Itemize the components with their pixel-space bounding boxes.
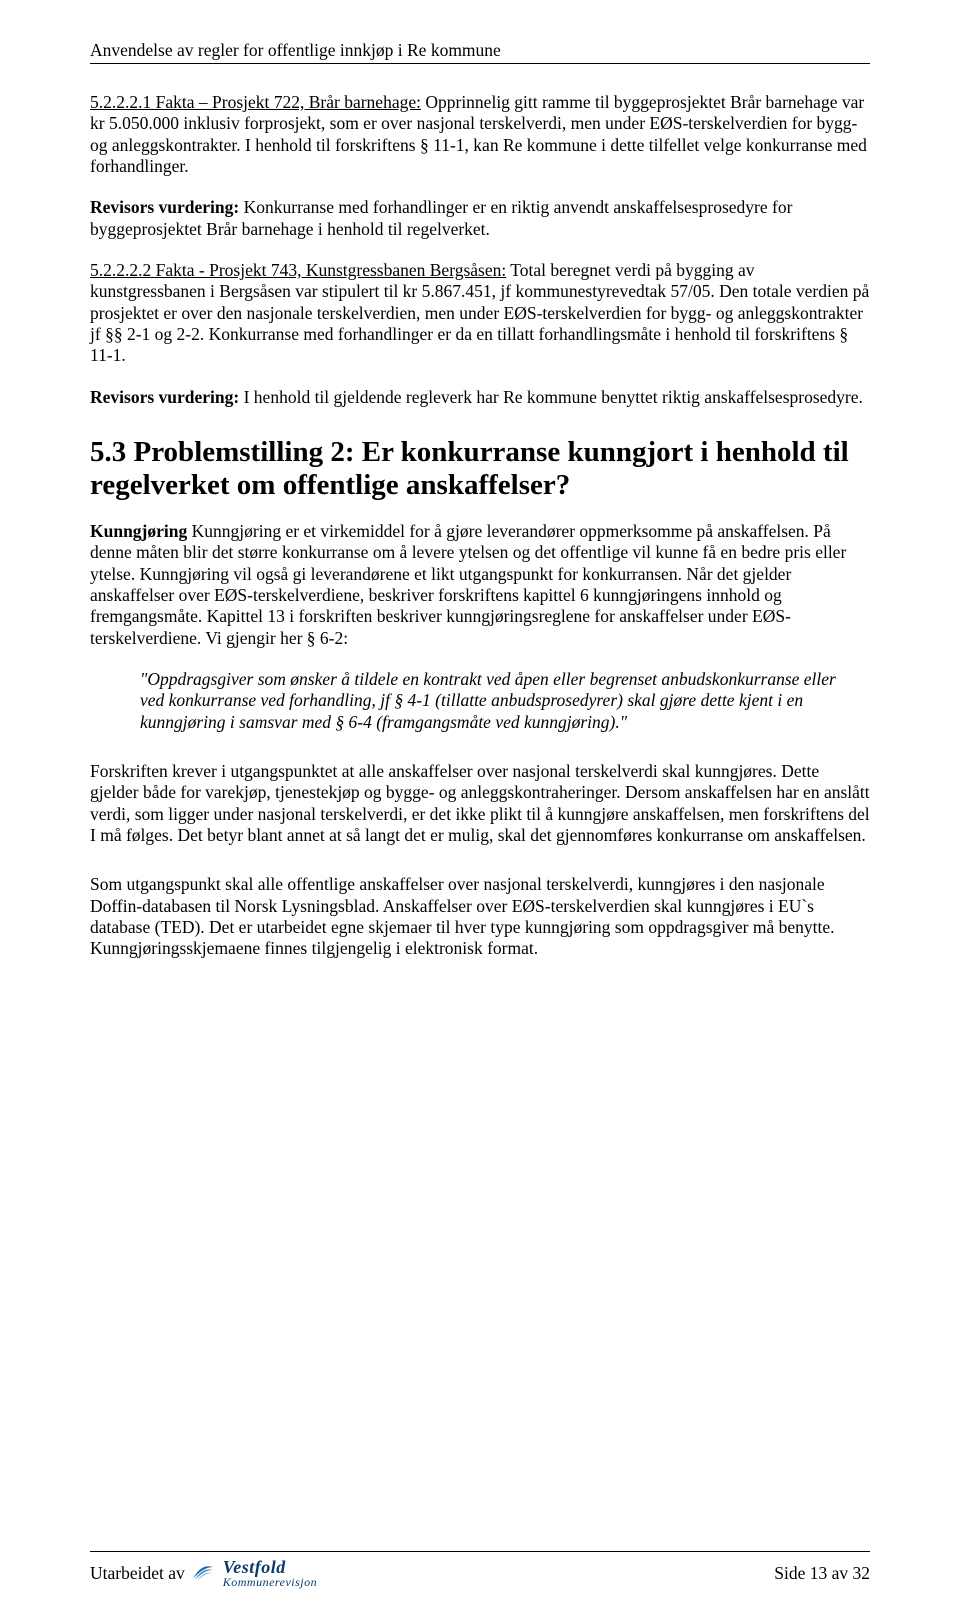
section-52221-runin: 5.2.2.2.1 Fakta – Prosjekt 722, Brår bar… bbox=[90, 92, 421, 112]
footer-logo-top: Vestfold bbox=[223, 1558, 286, 1576]
footer-logo-bottom: Kommunerevisjon bbox=[223, 1576, 317, 1588]
revisor-2-label: Revisors vurdering: bbox=[90, 387, 239, 407]
section-52222-runin: 5.2.2.2.2 Fakta - Prosjekt 743, Kunstgre… bbox=[90, 260, 506, 280]
para-s6: Forskriften krever i utgangspunktet at a… bbox=[90, 761, 870, 846]
kunngjoring-section: Kunngjøring Kunngjøring er et virkemidde… bbox=[90, 521, 870, 649]
page-footer: Utarbeidet av Vestfold Kommunerevisjon S… bbox=[90, 1551, 870, 1588]
para-s7: Som utgangspunkt skal alle offentlige an… bbox=[90, 874, 870, 959]
heading-5-3: 5.3 Problemstilling 2: Er konkurranse ku… bbox=[90, 436, 870, 503]
section-52221: 5.2.2.2.1 Fakta – Prosjekt 722, Brår bar… bbox=[90, 92, 870, 177]
section-52222: 5.2.2.2.2 Fakta - Prosjekt 743, Kunstgre… bbox=[90, 260, 870, 367]
page-header: Anvendelse av regler for offentlige innk… bbox=[90, 40, 870, 64]
footer-page-number: Side 13 av 32 bbox=[774, 1563, 870, 1584]
kunngjoring-label: Kunngjøring bbox=[90, 521, 187, 541]
revisor-2-body: I henhold til gjeldende regleverk har Re… bbox=[239, 387, 863, 407]
revisor-2: Revisors vurdering: I henhold til gjelde… bbox=[90, 387, 870, 408]
quote-block: "Oppdragsgiver som ønsker å tildele en k… bbox=[140, 669, 840, 733]
revisor-1-label: Revisors vurdering: bbox=[90, 197, 239, 217]
footer-left: Utarbeidet av Vestfold Kommunerevisjon bbox=[90, 1558, 317, 1588]
footer-logo: Vestfold Kommunerevisjon bbox=[223, 1558, 317, 1588]
revisor-1: Revisors vurdering: Konkurranse med forh… bbox=[90, 197, 870, 240]
logo-swoosh-icon bbox=[191, 1561, 215, 1585]
footer-left-text: Utarbeidet av bbox=[90, 1563, 185, 1584]
page: Anvendelse av regler for offentlige innk… bbox=[0, 0, 960, 1618]
kunngjoring-body: Kunngjøring er et virkemiddel for å gjør… bbox=[90, 521, 846, 648]
